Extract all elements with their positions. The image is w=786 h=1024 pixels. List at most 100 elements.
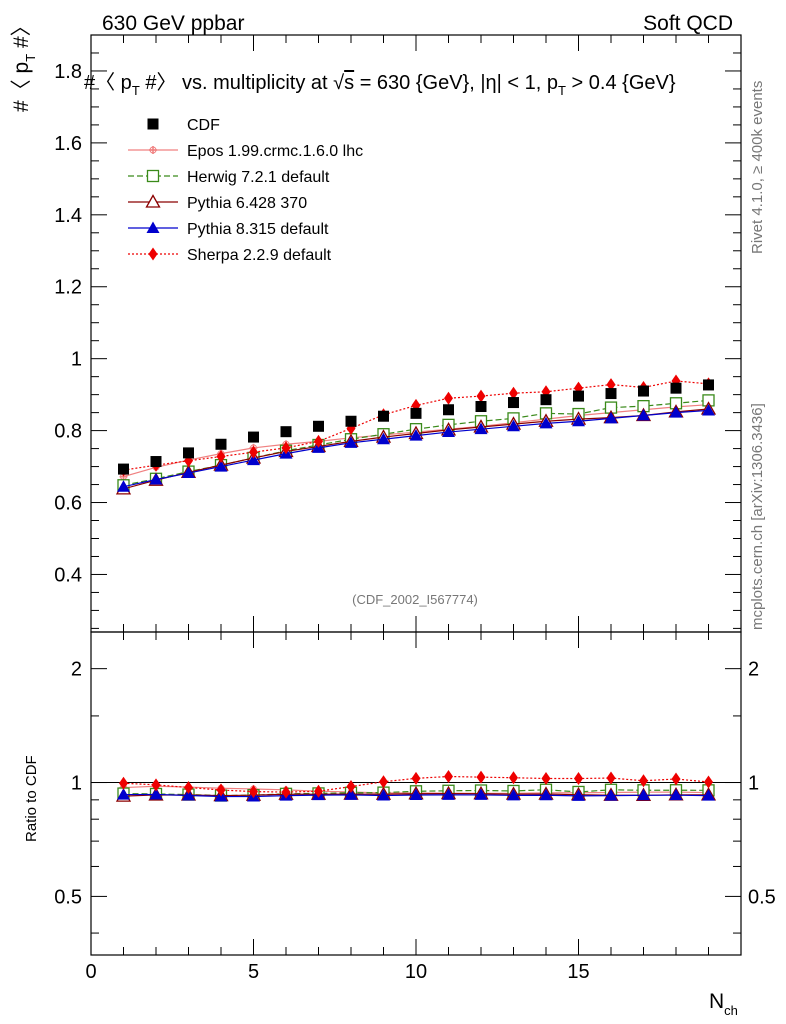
legend-label: CDF <box>187 117 220 134</box>
legend-marker <box>149 146 157 154</box>
y-tick-label: 0.6 <box>54 493 82 515</box>
rivet-label: Rivet 4.1.0, ≥ 400k events <box>749 81 766 254</box>
legend-marker <box>146 169 160 183</box>
mcplots-label: mcplots.cern.ch [arXiv:1306.3436] <box>749 403 766 630</box>
data-point <box>474 422 488 435</box>
ratio-point <box>444 770 453 784</box>
ratio-tick-label-right: 0.5 <box>748 886 776 908</box>
data-point <box>281 441 291 455</box>
y-tick-label: 1 <box>71 349 82 371</box>
ratio-point <box>474 788 488 800</box>
data-point <box>573 390 584 402</box>
legend-item-sherpa-2-2-9-default: Sherpa 2.2.9 default <box>128 247 332 264</box>
ratio-point <box>606 771 616 785</box>
ratio-point <box>604 789 618 801</box>
data-point <box>507 419 520 432</box>
data-point <box>702 403 715 416</box>
data-point <box>509 386 518 400</box>
data-point <box>377 432 390 445</box>
ratio-point <box>702 789 715 801</box>
data-point <box>669 406 683 418</box>
series-layer <box>115 374 717 495</box>
chart-title: #〈 pT #〉 vs. multiplicity at √s = 630 {G… <box>84 72 676 98</box>
data-point <box>606 378 616 392</box>
y-tick-label: 1.4 <box>54 205 82 227</box>
marker-ring <box>149 146 157 154</box>
data-point <box>540 394 552 406</box>
y-axis-label: #〈 pT #〉 <box>10 15 38 112</box>
data-point <box>215 438 227 450</box>
data-point <box>703 379 714 391</box>
data-point <box>378 410 389 422</box>
legend-item-epos-1-99-crmc-1-6-0-lhc: Epos 1.99.crmc.1.6.0 lhc <box>128 143 363 160</box>
legend-label: Epos 1.99.crmc.1.6.0 lhc <box>187 143 363 160</box>
data-point <box>539 416 553 429</box>
series-pythia-8-315-default <box>117 403 715 492</box>
legend-label: Herwig 7.2.1 default <box>187 169 330 186</box>
ratio-point <box>639 774 648 788</box>
ratio-tick-label-right: 1 <box>748 773 759 795</box>
data-point <box>280 426 292 438</box>
legend-item-cdf: CDF <box>147 117 220 134</box>
dataset-label: (CDF_2002_I567774) <box>352 592 478 607</box>
y-tick-label: 1.8 <box>54 61 82 83</box>
ratio-point <box>346 780 356 794</box>
data-point <box>214 460 228 472</box>
ratio-point <box>539 788 553 801</box>
x-axis-ticks: 0 5 10 15 <box>85 35 742 983</box>
ratio-point <box>637 788 650 801</box>
data-point <box>605 388 617 400</box>
data-point <box>442 425 455 438</box>
data-point <box>117 480 130 492</box>
ratio-series-sherpa-2-2-9-default <box>119 770 713 799</box>
ratio-point <box>704 775 713 789</box>
ratio-point <box>669 788 683 801</box>
ratio-tick-label: 2 <box>71 659 82 681</box>
x-tick-label: 15 <box>567 961 589 983</box>
ratio-point <box>281 785 291 799</box>
y-tick-label: 1.2 <box>54 277 82 299</box>
data-point <box>183 447 194 459</box>
legend-item-pythia-8-315-default: Pythia 8.315 default <box>128 221 329 238</box>
data-point <box>409 429 423 441</box>
header-left: 630 GeV ppbar <box>102 12 244 35</box>
data-point <box>475 401 487 413</box>
legend-label: Pythia 6.428 370 <box>187 195 307 212</box>
data-point <box>314 434 323 448</box>
data-point <box>476 389 486 403</box>
data-point <box>508 397 519 409</box>
data-point <box>604 411 618 424</box>
ratio-point <box>184 781 193 795</box>
series-line <box>123 408 709 490</box>
ratio-tick-label-right: 2 <box>748 659 759 681</box>
ratio-point <box>572 789 585 801</box>
legend-marker <box>148 247 158 261</box>
legend-marker <box>145 194 161 208</box>
legend-label: Pythia 8.315 default <box>187 221 329 238</box>
data-point <box>149 473 163 485</box>
ratio-point <box>411 771 421 785</box>
legend-item-herwig-7-2-1-default: Herwig 7.2.1 default <box>128 169 330 186</box>
data-point <box>118 463 129 475</box>
ratio-tick-label: 0.5 <box>54 886 82 908</box>
ratio-point <box>216 783 226 797</box>
y-axis-ticks: 0.4 0.6 0.8 1 1.2 1.4 1.6 1.8 <box>54 52 741 629</box>
data-point <box>344 436 358 448</box>
series-cdf <box>118 379 714 475</box>
ratio-point <box>344 788 358 800</box>
ratio-point <box>541 772 551 786</box>
ratio-point <box>119 776 128 790</box>
y-tick-label: 1.6 <box>54 133 82 155</box>
data-point <box>572 414 585 427</box>
ratio-point <box>574 772 583 786</box>
ratio-point <box>377 789 390 801</box>
data-point <box>444 391 453 405</box>
ratio-point <box>509 771 518 785</box>
x-axis-label: Nch <box>709 990 738 1018</box>
ratio-point <box>442 788 455 800</box>
ratio-point <box>249 785 258 799</box>
ratio-series-layer <box>115 770 717 802</box>
series-line <box>123 409 709 488</box>
data-point <box>182 466 195 479</box>
